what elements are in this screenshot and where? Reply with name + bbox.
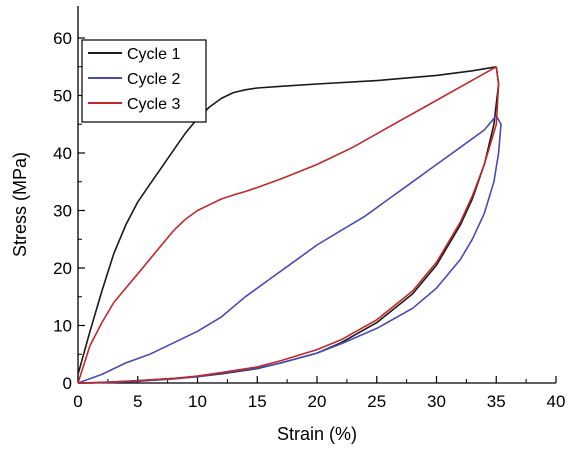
x-tick-label: 0 bbox=[73, 392, 82, 411]
legend: Cycle 1 Cycle 2 Cycle 3 bbox=[81, 39, 207, 123]
series-cycle-3 bbox=[77, 66, 500, 384]
y-tick-label: 10 bbox=[53, 317, 72, 336]
y-axis-label: Stress (MPa) bbox=[10, 152, 30, 257]
x-tick-label: 40 bbox=[547, 392, 566, 411]
y-tick-label: 40 bbox=[53, 144, 72, 163]
x-tick-label: 5 bbox=[133, 392, 142, 411]
x-tick-label: 15 bbox=[248, 392, 267, 411]
series-layer bbox=[77, 66, 502, 384]
x-tick-label: 30 bbox=[427, 392, 446, 411]
x-tick-label: 35 bbox=[487, 392, 506, 411]
series-line-unloading bbox=[77, 66, 500, 384]
x-axis-label: Strain (%) bbox=[277, 424, 357, 444]
series-line-loading bbox=[77, 66, 497, 384]
y-tick-label: 30 bbox=[53, 202, 72, 221]
axes: 0 5 10 15 20 25 30 35 40 0 10 20 30 40 50 60 bbox=[53, 6, 565, 411]
y-tick-label: 60 bbox=[53, 29, 72, 48]
legend-label: Cycle 1 bbox=[127, 46, 180, 63]
series-line-loading bbox=[77, 115, 497, 384]
series-line-unloading bbox=[77, 115, 502, 384]
y-tick-label: 0 bbox=[63, 374, 72, 393]
series-cycle-2 bbox=[77, 115, 502, 384]
x-tick-label: 20 bbox=[308, 392, 327, 411]
y-tick-label: 20 bbox=[53, 259, 72, 278]
legend-label: Cycle 2 bbox=[127, 71, 180, 88]
x-tick-label: 10 bbox=[188, 392, 207, 411]
x-tick-label: 25 bbox=[367, 392, 386, 411]
legend-label: Cycle 3 bbox=[127, 96, 180, 113]
y-tick-label: 50 bbox=[53, 87, 72, 106]
